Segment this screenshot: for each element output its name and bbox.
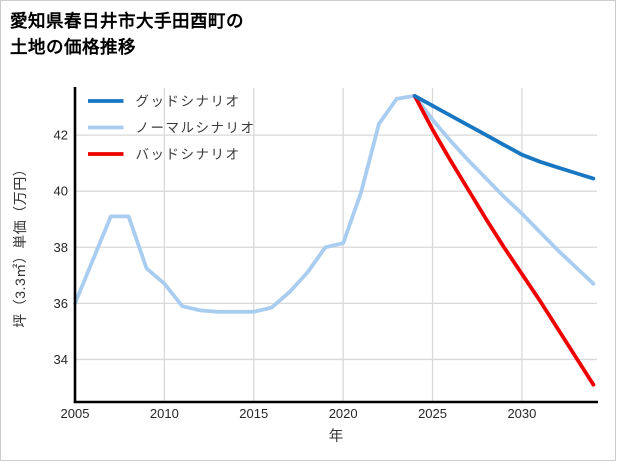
x-tick-label: 2025 — [418, 406, 447, 421]
bad-scenario-line — [412, 94, 596, 387]
x-tick-label: 2030 — [507, 406, 536, 421]
x-axis-title: 年 — [329, 428, 344, 445]
chart-title: 愛知県春日井市大手田酉町の 土地の価格推移 — [10, 8, 430, 60]
y-tick-label: 36 — [54, 296, 68, 311]
x-tick-label: 2020 — [329, 406, 358, 421]
x-tick-label: 2015 — [239, 406, 268, 421]
y-tick-label: 40 — [54, 184, 68, 199]
good-scenario-line — [412, 94, 596, 181]
y-tick-label: 34 — [54, 352, 68, 367]
chart-title-line1: 愛知県春日井市大手田酉町の — [10, 11, 244, 31]
legend-label-bad: バッドシナリオ — [136, 147, 241, 162]
normal-scenario-line — [73, 94, 596, 314]
legend-label-normal: ノーマルシナリオ — [136, 120, 256, 135]
chart-title-line2: 土地の価格推移 — [10, 37, 136, 57]
legend-label-good: グッドシナリオ — [136, 94, 241, 109]
y-tick-label: 42 — [54, 128, 68, 143]
y-axis-title: 坪（3.3㎡）単価（万円） — [12, 162, 28, 328]
x-tick-label: 2005 — [61, 406, 90, 421]
y-tick-label: 38 — [54, 240, 68, 255]
x-tick-label: 2010 — [150, 406, 179, 421]
